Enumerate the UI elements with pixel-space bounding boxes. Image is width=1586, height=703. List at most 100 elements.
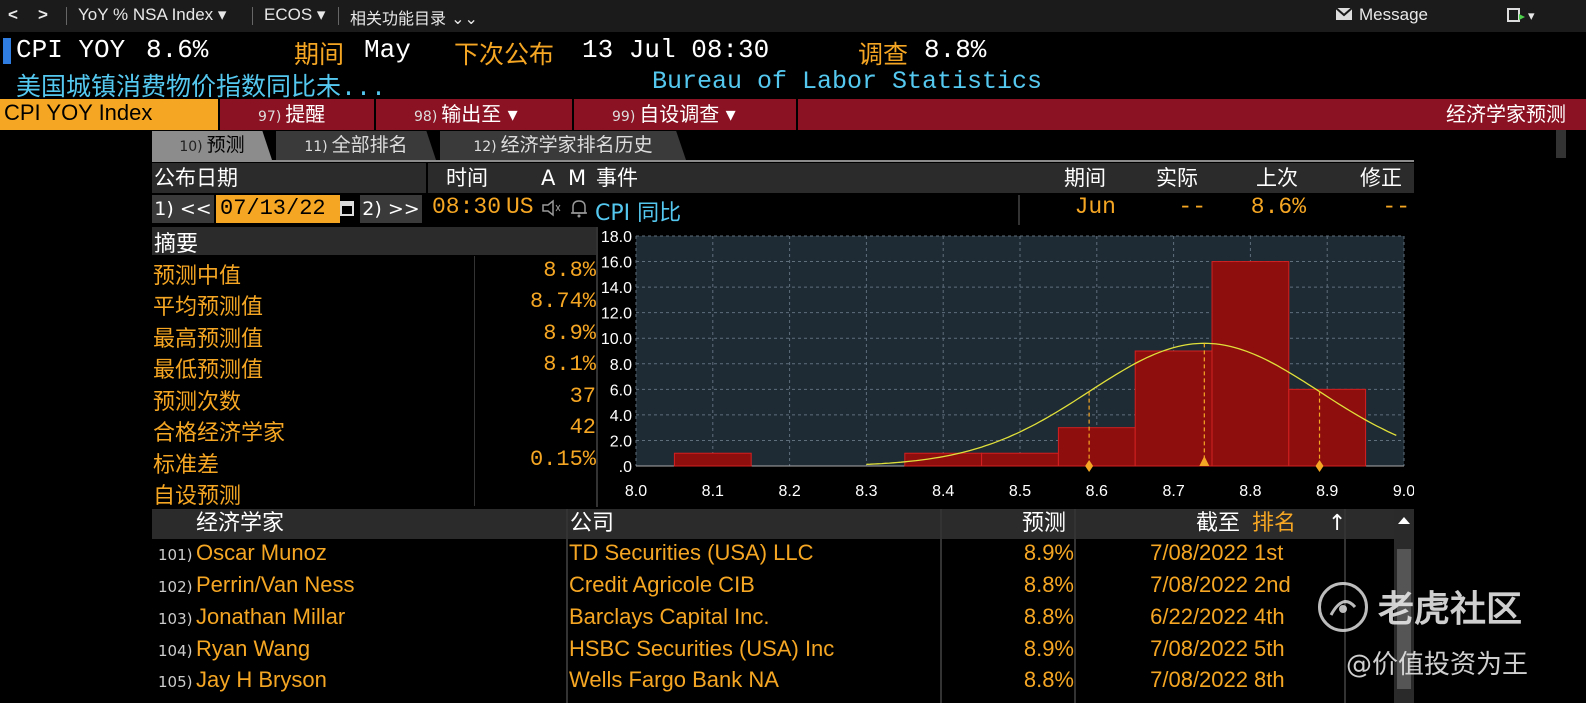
tab-all-rankings-label: 全部排名 xyxy=(331,134,408,156)
message-button[interactable]: Message xyxy=(1359,5,1428,24)
std-marker xyxy=(1085,460,1094,472)
y-tick-label: 14.0 xyxy=(601,280,632,297)
row-number: 103) xyxy=(158,610,193,628)
custom-survey-button-num: 99) xyxy=(612,109,636,125)
tab-all-rankings[interactable]: 11) 全部排名 xyxy=(276,131,436,160)
output-button[interactable]: 98) 输出至 ▾ xyxy=(414,99,518,130)
col-event[interactable]: 事件 xyxy=(596,166,638,190)
col-forecast[interactable]: 预测 xyxy=(1022,511,1067,536)
col-rank[interactable]: 排名 xyxy=(1252,511,1297,536)
as-of-date: 7/08/2022 xyxy=(1150,636,1248,661)
security-field[interactable]: CPI YOY Index xyxy=(0,99,218,130)
source-menu[interactable]: ECOS ▾ xyxy=(264,5,326,24)
col-release-date[interactable]: 公布日期 xyxy=(154,166,238,190)
next-date-button[interactable]: 2) >> xyxy=(360,195,422,223)
y-tick-label: 4.0 xyxy=(610,408,632,425)
window-menu-chevron[interactable]: ▾ xyxy=(1528,8,1535,23)
divider xyxy=(66,7,67,25)
x-tick-label: 8.1 xyxy=(702,483,724,500)
divider xyxy=(338,7,339,25)
col-economist[interactable]: 经济学家 xyxy=(196,511,285,536)
forecast-histogram: .0 2.0 4.0 6.0 8.0 10.0 12.0 14.0 16.0 18.0 8.0 8.… xyxy=(601,229,1414,500)
economist-name[interactable]: Jonathan Millar xyxy=(196,604,346,629)
security-menu[interactable]: YoY % NSA Index ▾ xyxy=(78,5,227,24)
release-time: 08:30 xyxy=(432,194,502,220)
table-scrollbar[interactable] xyxy=(1394,509,1414,703)
col-actual[interactable]: 实际 xyxy=(1156,166,1198,190)
row-number: 101) xyxy=(158,546,193,564)
col-monitor[interactable]: M xyxy=(568,166,587,190)
y-tick-label: 18.0 xyxy=(601,229,632,246)
bell-icon[interactable] xyxy=(568,198,590,218)
x-tick-label: 8.7 xyxy=(1162,483,1184,500)
sort-ascending-icon[interactable]: ↑ xyxy=(1328,511,1347,536)
histogram-bar xyxy=(1134,350,1213,467)
tab-all-rankings-num: 11) xyxy=(304,139,328,155)
survey-label: 调查 xyxy=(858,40,909,69)
summary-label: 预测中值 xyxy=(153,264,242,289)
col-as-of[interactable]: 截至 xyxy=(1196,511,1241,536)
event-name[interactable]: CPI 同比 xyxy=(595,201,682,226)
custom-survey-button[interactable]: 99) 自设调查 ▾ xyxy=(612,99,736,130)
forward-button[interactable]: > xyxy=(38,5,48,24)
rank: 2nd xyxy=(1254,572,1291,597)
ticker: CPI YOY xyxy=(16,35,126,65)
forecast-value: 8.9% xyxy=(1023,540,1074,565)
x-tick-label: 8.6 xyxy=(1086,483,1108,500)
alert-button[interactable]: 97) 提醒 xyxy=(258,99,325,130)
calendar-icon[interactable] xyxy=(340,199,354,217)
rank: 8th xyxy=(1254,667,1285,692)
next-release-value: 13 Jul 08:30 xyxy=(582,35,770,65)
col-firm[interactable]: 公司 xyxy=(570,511,615,536)
col-period[interactable]: 期间 xyxy=(1064,166,1106,190)
economist-name[interactable]: Oscar Munoz xyxy=(196,540,327,565)
summary-value: 8.1% xyxy=(543,352,596,377)
tab-forecast[interactable]: 10) 预测 xyxy=(152,131,272,160)
function-bar: CPI YOY Index 97) 提醒 98) 输出至 ▾ 99) 自设调查 ▾ 经… xyxy=(0,99,1586,130)
forecast-value: 8.9% xyxy=(1023,636,1074,661)
as-of-date: 7/08/2022 xyxy=(1150,572,1248,597)
row-number: 102) xyxy=(158,578,193,596)
forecast-value: 8.8% xyxy=(1023,604,1074,629)
divider xyxy=(940,509,942,703)
x-tick-label: 8.9 xyxy=(1316,483,1338,500)
speaker-icon[interactable] xyxy=(540,198,562,218)
col-revised[interactable]: 修正 xyxy=(1360,166,1402,190)
event-table-header xyxy=(152,163,1414,193)
related-functions-menu[interactable]: 相关功能目录 ⌄⌄ xyxy=(350,9,478,28)
security-field-text: CPI YOY Index xyxy=(4,100,153,125)
histogram-bar xyxy=(673,452,752,467)
window-icon[interactable] xyxy=(1507,8,1525,22)
firm-name: Credit Agricole CIB xyxy=(569,572,755,597)
summary-label[interactable]: 自设预测 xyxy=(153,484,242,509)
scroll-up-icon[interactable] xyxy=(1394,509,1414,533)
economist-name[interactable]: Ryan Wang xyxy=(196,636,311,661)
tab-economist-rank-history[interactable]: 12) 经济学家排名历史 xyxy=(440,131,686,160)
scroll-thumb[interactable] xyxy=(1397,549,1411,689)
last-value: 8.6% xyxy=(146,35,209,65)
tab-forecast-label: 预测 xyxy=(206,134,245,156)
output-button-num: 98) xyxy=(414,109,438,125)
firm-name: TD Securities (USA) LLC xyxy=(569,540,814,565)
economist-name[interactable]: Jay H Bryson xyxy=(196,667,327,692)
summary-label: 合格经济学家 xyxy=(153,421,286,446)
col-alert[interactable]: A xyxy=(541,166,556,190)
period-label: 期间 xyxy=(294,40,345,69)
mail-icon xyxy=(1336,8,1352,20)
economist-name[interactable]: Perrin/Van Ness xyxy=(196,572,355,597)
event-prior: 8.6% xyxy=(1250,194,1306,220)
histogram-bar xyxy=(904,452,983,467)
prev-date-button[interactable]: 1) << xyxy=(152,195,214,223)
col-time[interactable]: 时间 xyxy=(446,166,488,190)
date-input[interactable]: 07/13/22 xyxy=(216,195,340,223)
source-name: Bureau of Labor Statistics xyxy=(652,67,1043,96)
col-prior[interactable]: 上次 xyxy=(1256,166,1298,190)
scrollbar[interactable] xyxy=(1556,130,1566,158)
y-tick-label: 10.0 xyxy=(601,331,632,348)
summary-label: 平均预测值 xyxy=(153,295,264,320)
rank: 4th xyxy=(1254,604,1285,629)
back-button[interactable]: < xyxy=(8,5,18,24)
event-actual: -- xyxy=(1178,194,1206,220)
summary-label: 最低预测值 xyxy=(153,358,264,383)
economist-table-header xyxy=(152,509,1414,539)
